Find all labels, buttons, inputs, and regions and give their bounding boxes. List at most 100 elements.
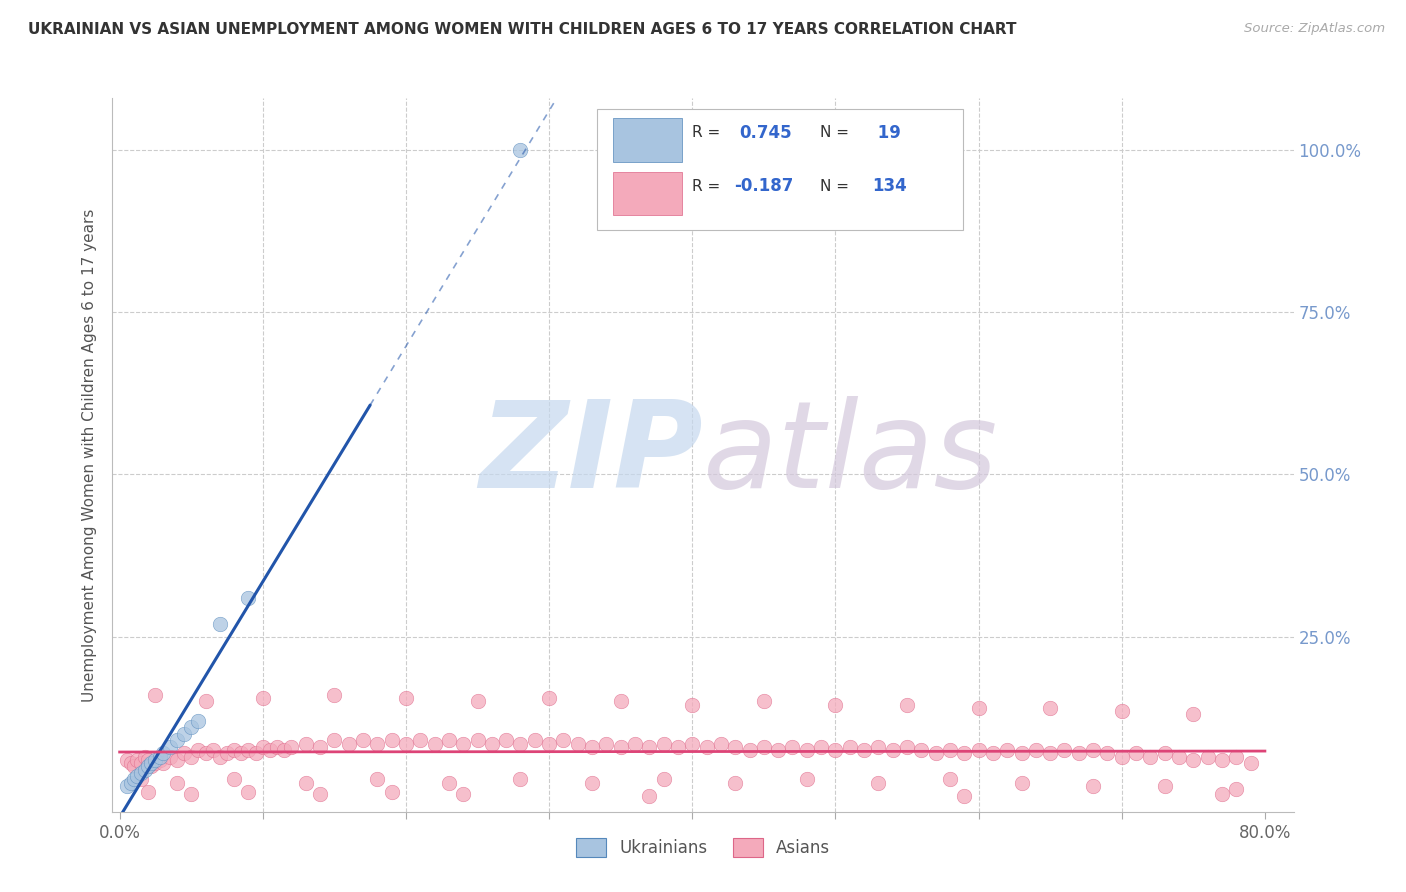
Point [352,733,374,747]
Point [1011,747,1033,761]
Point [638,789,661,803]
Point [696,739,718,754]
Point [796,743,818,757]
Point [139,759,162,773]
Point [1111,704,1133,718]
Point [159,739,181,754]
Point [752,739,775,754]
Point [1211,787,1233,801]
Text: atlas: atlas [703,396,998,514]
Point [1081,743,1104,757]
Point [115,753,138,767]
Point [134,749,156,764]
Point [666,739,689,754]
Point [145,688,167,702]
Point [166,775,188,789]
Point [624,737,647,751]
Point [273,743,295,757]
Point [838,739,860,754]
Point [1225,749,1247,764]
Point [1182,753,1205,767]
Point [868,739,890,754]
FancyBboxPatch shape [596,109,963,230]
Point [766,743,789,757]
Point [810,739,832,754]
Point [294,775,316,789]
Point [910,743,932,757]
Point [896,698,918,712]
Point [238,743,260,757]
Point [451,787,474,801]
Text: R =: R = [692,179,725,194]
Point [567,737,589,751]
Point [395,691,418,706]
Point [120,756,142,770]
Point [939,772,962,787]
Text: 19: 19 [872,124,901,142]
Point [194,747,217,761]
Point [724,775,747,789]
Point [180,787,202,801]
Point [1081,779,1104,793]
Point [1125,747,1147,761]
FancyBboxPatch shape [613,172,682,215]
Point [259,743,281,757]
Point [381,785,404,799]
Point [323,688,346,702]
Point [967,743,990,757]
Point [166,733,188,747]
Point [1025,743,1047,757]
Point [481,737,503,751]
Point [953,789,976,803]
Point [652,737,675,751]
Point [252,691,274,706]
Text: Source: ZipAtlas.com: Source: ZipAtlas.com [1244,22,1385,36]
Point [134,763,156,777]
Point [152,747,174,761]
Point [595,737,617,751]
Point [967,701,990,715]
Point [467,694,489,708]
Text: UKRAINIAN VS ASIAN UNEMPLOYMENT AMONG WOMEN WITH CHILDREN AGES 6 TO 17 YEARS COR: UKRAINIAN VS ASIAN UNEMPLOYMENT AMONG WO… [28,22,1017,37]
Point [710,737,733,751]
Point [139,756,162,770]
Y-axis label: Unemployment Among Women with Children Ages 6 to 17 years: Unemployment Among Women with Children A… [82,208,97,702]
FancyBboxPatch shape [613,118,682,161]
Point [853,743,876,757]
Point [280,739,302,754]
Point [981,747,1004,761]
Point [752,694,775,708]
Point [366,737,388,751]
Point [129,765,152,780]
Point [238,591,260,605]
Point [581,739,603,754]
Point [423,737,446,751]
Point [553,733,575,747]
Text: -0.187: -0.187 [734,178,793,195]
Point [1225,782,1247,797]
Point [252,739,274,754]
Point [145,756,167,770]
Point [309,739,332,754]
Point [323,733,346,747]
Point [1097,747,1119,761]
Point [122,772,145,787]
Point [173,727,195,741]
Point [187,714,209,728]
Point [337,737,360,751]
Point [173,747,195,761]
Legend: Ukrainians, Asians: Ukrainians, Asians [569,831,837,864]
Text: R =: R = [692,125,725,140]
Point [208,749,231,764]
Point [125,753,148,767]
Point [149,749,172,764]
Point [782,739,804,754]
Point [796,772,818,787]
Text: 0.745: 0.745 [740,124,792,142]
Point [953,747,976,761]
Point [194,694,217,708]
Point [125,769,148,783]
Point [882,743,904,757]
Point [136,759,159,773]
Point [180,749,202,764]
